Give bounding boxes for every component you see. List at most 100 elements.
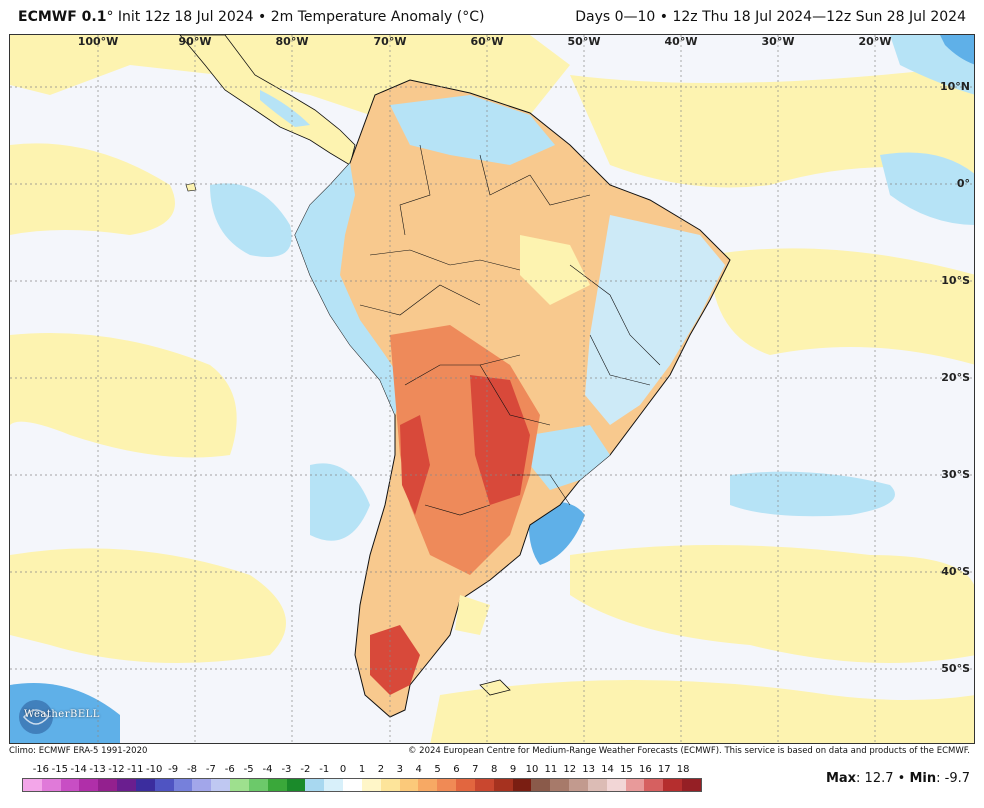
colorbar-swatch [456,779,475,791]
max-value: : 12.7 [856,771,894,786]
max-min-readout: Max: 12.7 • Min: -9.7 [826,771,970,786]
lon-label-20w: 20°W [858,35,892,48]
colorbar-label: -9 [168,764,179,775]
weatherbell-logo: WeatherBELL [16,697,102,737]
colorbar-swatch [625,779,645,791]
colorbar-swatch [60,779,80,791]
colorbar-swatch [512,779,532,791]
lat-label-30s: 30°S [941,468,970,481]
colorbar-label: 15 [620,764,633,775]
colorbar-swatch [154,779,174,791]
colorbar-label: 0 [339,764,347,775]
colorbar-swatch [98,779,118,791]
lon-label-80w: 80°W [275,35,309,48]
lat-label-0: 0° [956,177,970,190]
colorbar-label: 9 [509,764,517,775]
colorbar-swatch [230,779,249,791]
colorbar-swatch [550,779,570,791]
colorbar-swatch [380,779,400,791]
colorbar-label: 18 [676,764,690,775]
colorbar-label: -16 [32,764,50,775]
colorbar-label: 12 [563,764,577,775]
colorbar-label: -10 [146,764,163,775]
colorbar-swatch [569,779,588,791]
colorbar-label: 8 [491,764,498,775]
colorbar-label: 16 [638,764,652,775]
lon-label-100w: 100°W [77,35,119,48]
copyright-credit: © 2024 European Centre for Medium-Range … [407,746,970,756]
colorbar-label: 2 [377,764,385,775]
colorbar-swatch [606,779,626,791]
colorbar-swatch [173,779,193,791]
model-name: ECMWF 0.1 [18,9,107,25]
colorbar-label: -11 [127,764,144,775]
colorbar-label: -14 [70,764,87,775]
colorbar-swatch [192,779,212,791]
colorbar-label: -5 [243,764,254,775]
anomaly-map [10,35,974,743]
lon-label-40w: 40°W [664,35,698,48]
min-label: Min [909,771,937,786]
colorbar-swatch [399,779,419,791]
lon-label-50w: 50°W [567,35,601,48]
colorbar: -16 -15 -14 -13 -12 -11 -10 -9 -8 -7 -6 -5 -4 -3 -2 -1 0… [22,762,702,804]
colorbar-swatch [23,779,42,791]
min-value: : -9.7 [936,771,970,786]
colorbar-label: -6 [224,764,235,775]
lat-label-50s: 50°S [941,662,970,675]
colorbar-label: 6 [453,764,460,775]
colorbar-swatch [117,779,136,791]
colorbar-swatch [324,779,344,791]
colorbar-swatch [437,779,457,791]
colorbar-swatch [305,779,325,791]
colorbar-swatch [286,779,306,791]
colorbar-swatch [211,779,231,791]
colorbar-label: -13 [89,764,106,775]
south-america [294,79,731,718]
lat-label-10s: 10°S [941,274,970,287]
colorbar-label: 5 [434,764,441,775]
colorbar-swatch [267,779,287,791]
colorbar-label: 13 [582,764,596,775]
colorbar-label: 7 [472,764,479,775]
lon-label-60w: 60°W [470,35,504,48]
max-label: Max [825,771,857,786]
colorbar-label: 14 [601,764,614,775]
colorbar-swatch [644,779,664,791]
colorbar-labels: -16 -15 -14 -13 -12 -11 -10 -9 -8 -7 -6 -5 -4 -3 -2 -1 0… [22,762,702,776]
lat-label-20s: 20°S [941,371,970,384]
colorbar-swatch [493,779,513,791]
colorbar-swatch [361,779,381,791]
colorbar-label: 1 [358,764,366,775]
colorbar-swatch [418,779,438,791]
credits-row: Climo: ECMWF ERA-5 1991-2020 © 2024 Euro… [0,744,984,758]
degree-symbol: ° [106,9,114,25]
logo-text: WeatherBELL [24,709,100,720]
lon-label-70w: 70°W [373,35,407,48]
colorbar-swatch [41,779,61,791]
colorbar-label: 17 [657,764,671,775]
map-panel: 100°W 90°W 80°W 70°W 60°W 50°W 40°W 30°W… [9,34,975,744]
colorbar-label: -15 [51,764,68,775]
graticule [10,35,974,743]
colorbar-swatch [343,779,362,791]
valid-period: Days 0—10 • 12z Thu 18 Jul 2024—12z Sun … [575,9,966,25]
map-header: ECMWF 0.1° Init 12z 18 Jul 2024 • 2m Tem… [0,0,984,34]
colorbar-swatch [663,779,682,791]
map-title: ECMWF 0.1° Init 12z 18 Jul 2024 • 2m Tem… [18,0,484,34]
lat-label-10n: 10°N [939,80,970,93]
colorbar-label: -8 [187,764,197,775]
climo-credit: Climo: ECMWF ERA-5 1991-2020 [9,746,148,756]
init-and-field: Init 12z 18 Jul 2024 • 2m Temperature An… [113,9,485,25]
separator: • [893,771,910,786]
colorbar-label: 11 [544,764,558,775]
lon-label-90w: 90°W [178,35,212,48]
colorbar-label: 4 [415,764,422,775]
colorbar-label: -1 [319,764,330,775]
colorbar-swatch [79,779,99,791]
colorbar-swatch [587,779,607,791]
colorbar-label: -2 [300,764,311,775]
colorbar-label: -7 [205,764,216,775]
colorbar-swatches [22,778,702,792]
colorbar-label: 3 [396,764,403,775]
